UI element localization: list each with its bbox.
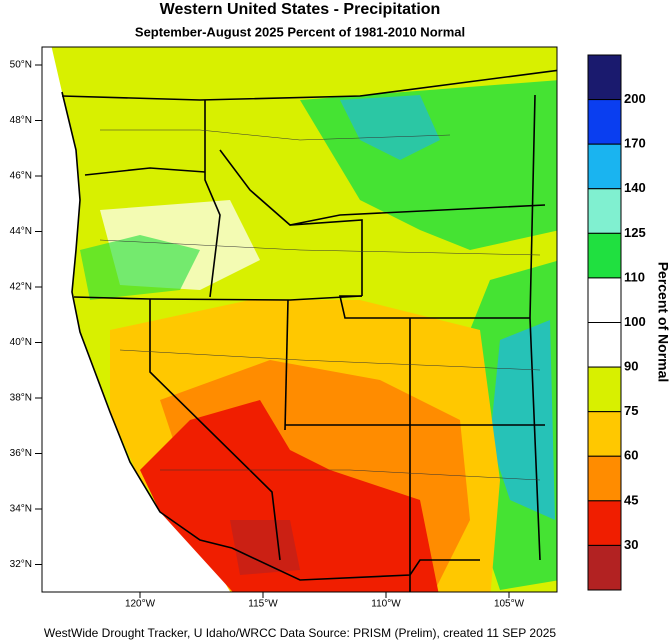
colorbar-label: 110 — [624, 269, 645, 284]
colorbar-box — [587, 188, 622, 234]
border — [338, 295, 530, 319]
lon-label: 120°W — [125, 599, 156, 610]
lat-label: 40°N — [10, 337, 32, 348]
border — [289, 204, 546, 226]
lat-label: 36°N — [10, 448, 32, 459]
colorbar-label: 100 — [624, 314, 646, 329]
blue-north — [340, 95, 440, 160]
colorbar-label: 170 — [624, 136, 646, 151]
lon-label: 115°W — [248, 599, 278, 610]
colorbar-label: 125 — [624, 225, 646, 240]
coastline — [61, 91, 233, 549]
lat-label: 46°N — [10, 171, 32, 182]
colorbar-box — [587, 232, 622, 279]
title: Western United States - Precipitation — [160, 1, 441, 18]
colorbar-label: 140 — [624, 180, 646, 195]
green-ne — [80, 235, 200, 300]
border — [84, 167, 206, 176]
county-line — [160, 469, 541, 481]
border — [61, 69, 557, 101]
colorbar-box — [587, 500, 622, 546]
colorbar-box — [587, 544, 622, 591]
colorbar-box — [587, 411, 622, 457]
lat-label: 38°N — [10, 393, 32, 404]
lon-label: 105°W — [494, 599, 525, 610]
lat-label: 48°N — [10, 115, 32, 126]
colorbar-label: 30 — [624, 537, 638, 552]
colorbar-box — [587, 366, 622, 413]
lat-label: 32°N — [10, 559, 32, 570]
colorbar-label: 90 — [624, 359, 638, 374]
lat-label: 50°N — [10, 60, 32, 71]
colorbar-box — [587, 455, 622, 502]
footer: WestWide Drought Tracker, U Idaho/WRCC D… — [44, 626, 557, 640]
map — [42, 47, 557, 592]
map-frame — [41, 46, 558, 593]
brown-low — [230, 520, 300, 575]
border — [284, 299, 289, 431]
lat-label: 34°N — [10, 504, 32, 515]
subtitle: September-August 2025 Percent of 1981-20… — [135, 24, 465, 39]
county-line — [100, 129, 451, 141]
border — [529, 94, 541, 561]
county-line — [99, 239, 541, 256]
colorbar-box — [587, 99, 622, 145]
lat-label: 44°N — [10, 226, 32, 237]
colorbar-label: 200 — [624, 91, 646, 106]
lon-label: 110°W — [371, 599, 401, 610]
county-line — [119, 349, 541, 371]
colorbar-box — [587, 54, 622, 101]
lat-label: 42°N — [10, 282, 32, 293]
border — [204, 100, 221, 298]
border — [231, 547, 480, 581]
border — [149, 299, 281, 561]
colorbar-box — [587, 277, 622, 323]
colorbar-label: 45 — [624, 492, 638, 507]
colorbar-title: Percent of Normal — [655, 262, 670, 383]
colorbar-box — [587, 143, 622, 190]
colorbar-box — [587, 322, 622, 368]
colorbar-label: 60 — [624, 448, 638, 463]
border — [73, 295, 363, 301]
colorbar-label: 75 — [624, 403, 638, 418]
